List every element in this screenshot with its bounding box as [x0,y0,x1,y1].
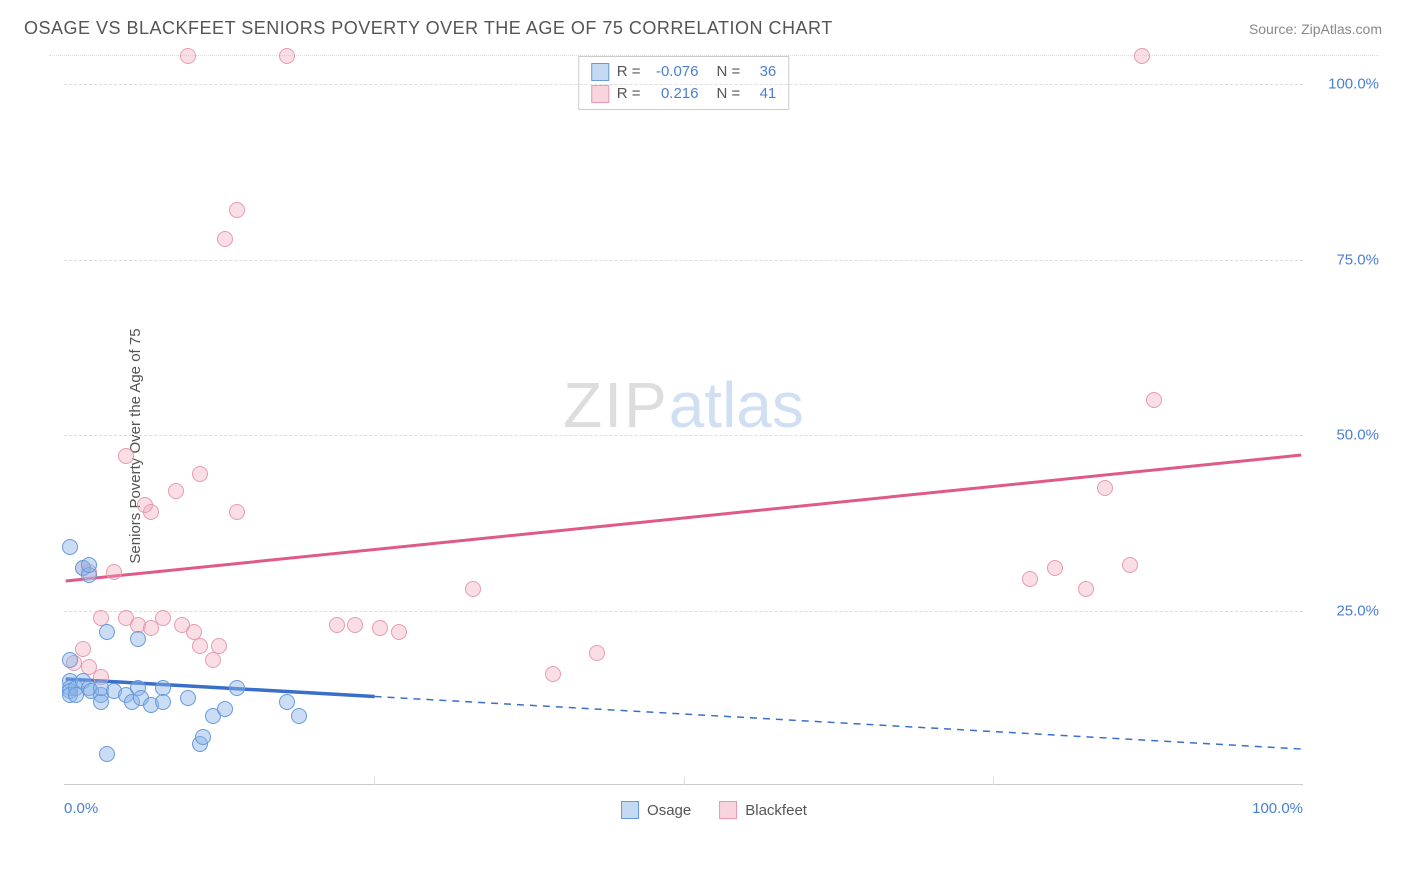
gridline-h [64,611,1303,612]
data-point-pink [118,448,134,464]
data-point-blue [180,690,196,706]
data-point-pink [329,617,345,633]
data-point-pink [137,497,153,513]
x-tick-mark [684,777,685,785]
data-point-pink [589,645,605,661]
y-tick-label: 25.0% [1336,602,1379,619]
data-point-pink [192,466,208,482]
data-point-blue [229,680,245,696]
data-point-blue [81,557,97,573]
data-point-blue [279,694,295,710]
data-point-pink [106,564,122,580]
legend-item-blackfeet: Blackfeet [719,801,807,819]
chart-area: ZIPatlas R = -0.076 N = 36 R = 0.216 N =… [49,55,1379,825]
swatch-pink [591,85,609,103]
data-point-blue [130,631,146,647]
data-point-blue [155,694,171,710]
data-point-pink [1134,48,1150,64]
trendlines [64,56,1303,784]
data-point-pink [545,666,561,682]
data-point-pink [168,483,184,499]
data-point-pink [205,652,221,668]
legend-item-osage: Osage [621,801,691,819]
correlation-legend: R = -0.076 N = 36 R = 0.216 N = 41 [578,56,790,110]
y-tick-label: 100.0% [1328,76,1379,93]
data-point-pink [1122,557,1138,573]
data-point-blue [62,539,78,555]
data-point-blue [291,708,307,724]
data-point-pink [217,231,233,247]
data-point-pink [180,48,196,64]
y-tick-label: 75.0% [1336,251,1379,268]
data-point-blue [195,729,211,745]
gridline-h [64,84,1303,85]
data-point-pink [279,48,295,64]
scatter-plot: ZIPatlas R = -0.076 N = 36 R = 0.216 N =… [64,56,1303,785]
data-point-pink [192,638,208,654]
data-point-pink [211,638,227,654]
data-point-pink [1097,480,1113,496]
data-point-pink [372,620,388,636]
swatch-blue [621,801,639,819]
x-tick-mark [993,777,994,785]
gridline-h [64,260,1303,261]
legend-row-osage: R = -0.076 N = 36 [591,61,777,83]
data-point-blue [217,701,233,717]
data-point-pink [1146,392,1162,408]
swatch-pink [719,801,737,819]
data-point-blue [99,624,115,640]
data-point-pink [1022,571,1038,587]
data-point-pink [391,624,407,640]
chart-header: OSAGE VS BLACKFEET SENIORS POVERTY OVER … [24,18,1382,39]
data-point-pink [155,610,171,626]
x-tick-label: 100.0% [1252,800,1303,817]
y-tick-label: 50.0% [1336,427,1379,444]
data-point-pink [229,202,245,218]
gridline-h [64,435,1303,436]
legend-row-blackfeet: R = 0.216 N = 41 [591,83,777,105]
trendline-osage-dashed [375,697,1302,750]
data-point-pink [229,504,245,520]
x-tick-label: 0.0% [64,800,98,817]
data-point-blue [62,652,78,668]
trendline-blackfeet [66,455,1302,581]
series-legend: Osage Blackfeet [621,801,807,819]
data-point-blue [99,746,115,762]
swatch-blue [591,63,609,81]
data-point-pink [465,581,481,597]
chart-title: OSAGE VS BLACKFEET SENIORS POVERTY OVER … [24,18,833,39]
data-point-pink [1047,560,1063,576]
data-point-pink [1078,581,1094,597]
x-tick-mark [374,777,375,785]
source-attribution: Source: ZipAtlas.com [1249,21,1382,37]
data-point-pink [347,617,363,633]
